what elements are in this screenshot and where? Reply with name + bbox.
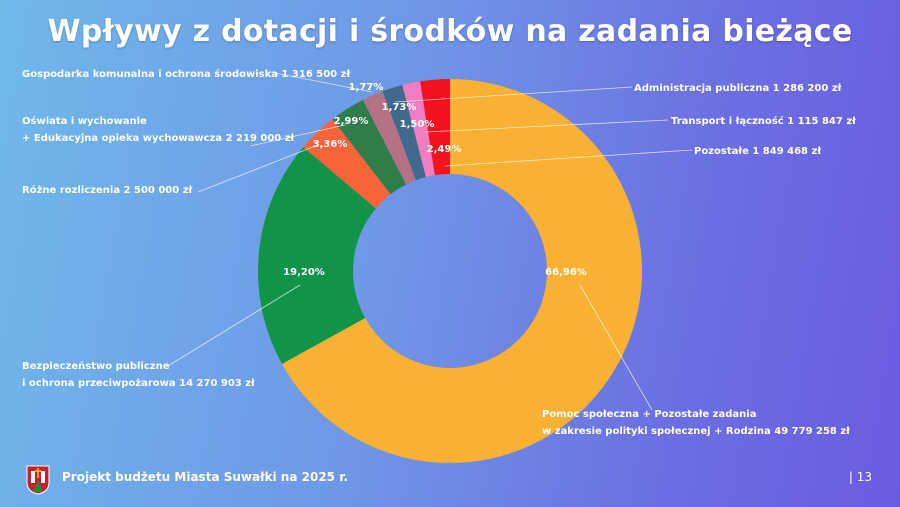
slice-7: [420, 79, 450, 176]
label-administracja: Administracja publiczna 1 286 200 zł: [634, 83, 842, 94]
footer-text: Projekt budżetu Miasta Suwałki na 2025 r…: [62, 470, 348, 484]
label-transport: Transport i łączność 1 115 847 zł: [671, 116, 856, 127]
label-pomoc: Pomoc społeczna + Pozostałe zadania w zak…: [542, 409, 850, 437]
percent-label-4: 1,77%: [349, 82, 384, 93]
percent-label-2: 3,36%: [313, 139, 348, 150]
leader-line-0: [579, 284, 653, 411]
slice-5: [382, 85, 426, 181]
label-gospodarka: Gospodarka komunalna i ochrona środowisk…: [22, 69, 351, 80]
leader-line-2: [197, 144, 319, 193]
slice-6: [402, 81, 435, 178]
percent-label-3: 2,99%: [334, 116, 369, 127]
page-number: | 13: [848, 470, 872, 484]
slice-1: [258, 147, 376, 364]
leader-line-1: [167, 284, 301, 367]
leader-line-7: [444, 149, 693, 167]
label-oswiata: Oświata i wychowanie + Edukacyjna opieka …: [22, 116, 295, 144]
percent-label-6: 1,50%: [400, 119, 435, 130]
label-pozostale: Pozostałe 1 849 468 zł: [694, 146, 822, 157]
slice-3: [332, 99, 407, 195]
percent-label-0: 66,96%: [545, 267, 587, 278]
leader-line-4: [269, 71, 373, 93]
slice-2: [303, 119, 391, 209]
percent-label-1: 19,20%: [283, 267, 325, 278]
label-rozne: Różne rozliczenia 2 500 000 zł: [22, 185, 193, 196]
slice-0: [281, 79, 643, 464]
slice-4: [362, 91, 416, 185]
leader-line-5: [394, 86, 633, 103]
label-bezpieczenstwo: Bezpieczeństwo publiczne i ochrona przeci…: [22, 361, 255, 389]
leader-line-6: [424, 119, 669, 133]
city-crest-logo: [26, 465, 50, 495]
percent-label-7: 2,49%: [427, 144, 462, 155]
percent-label-5: 1,73%: [382, 102, 417, 113]
chart-title: Wpływy z dotacji i środków na zadania bi…: [47, 14, 853, 49]
leader-line-3: [249, 124, 346, 147]
